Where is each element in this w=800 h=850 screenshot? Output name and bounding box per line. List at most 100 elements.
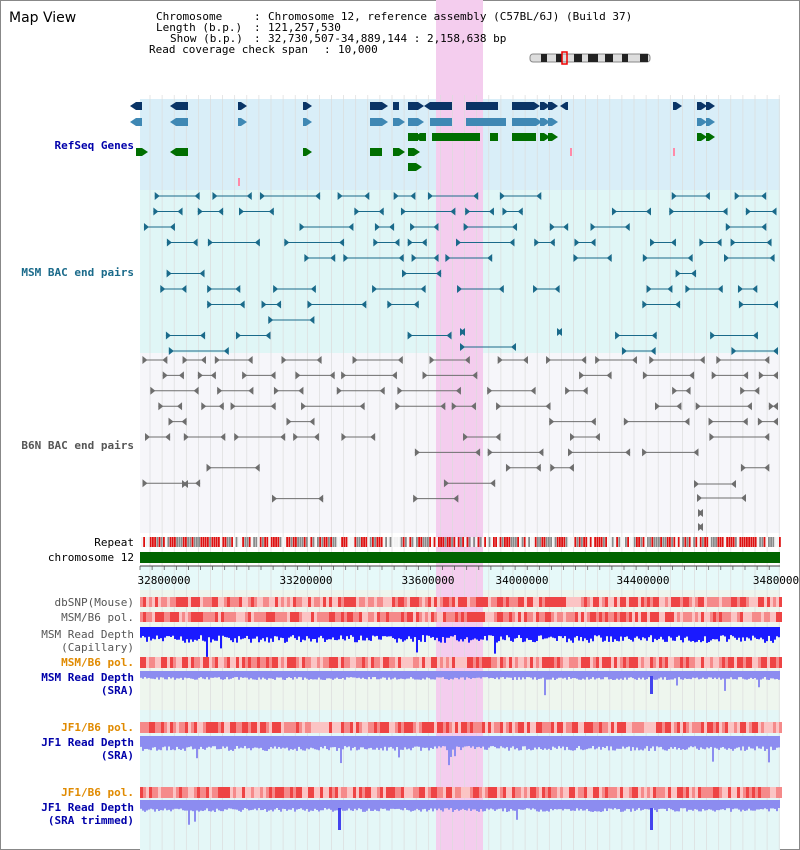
depth-bar xyxy=(764,671,766,678)
depth-bar xyxy=(672,736,674,749)
heat-cell xyxy=(464,612,467,622)
repeat-element xyxy=(691,537,693,547)
heat-cell xyxy=(428,597,431,607)
heat-cell xyxy=(440,612,443,622)
depth-bar xyxy=(454,800,456,811)
depth-bar xyxy=(606,800,608,812)
heat-cell xyxy=(767,597,770,607)
heat-cell xyxy=(191,787,194,798)
depth-bar xyxy=(508,800,510,812)
depth-bar xyxy=(562,671,564,679)
depth-bar xyxy=(276,800,278,809)
depth-bar xyxy=(144,671,146,678)
depth-bar xyxy=(660,736,662,747)
bac-end-marker xyxy=(675,300,681,309)
heat-cell xyxy=(521,657,524,668)
repeat-element xyxy=(455,537,458,547)
track-label-jf1-b6-pol-2[interactable]: JF1/B6 pol. xyxy=(61,786,134,799)
depth-bar xyxy=(550,736,552,751)
depth-bar xyxy=(192,800,194,812)
repeat-element xyxy=(625,537,627,547)
heat-cell xyxy=(683,657,686,668)
heat-cell xyxy=(290,787,293,798)
depth-bar xyxy=(492,671,494,679)
track-label-msm-b6-pol[interactable]: MSM/B6 pol. xyxy=(61,611,134,624)
heat-cell xyxy=(692,597,695,607)
depth-bar xyxy=(416,736,418,747)
depth-bar xyxy=(678,736,680,749)
depth-bar xyxy=(268,627,270,643)
heat-cell xyxy=(476,722,479,733)
depth-bar xyxy=(160,627,162,639)
heat-cell xyxy=(668,597,671,607)
heat-cell xyxy=(746,597,749,607)
depth-bar xyxy=(774,627,776,640)
depth-bar xyxy=(228,800,230,809)
bac-end-marker xyxy=(487,448,493,457)
heat-cell xyxy=(311,612,314,622)
track-label-msm-read-depth-sra[interactable]: MSM Read Depth xyxy=(41,671,134,684)
repeat-element xyxy=(702,537,704,547)
track-label-chromosome[interactable]: chromosome 12 xyxy=(47,551,134,564)
depth-bar xyxy=(474,671,476,679)
track-label-dbsnp-mouse[interactable]: dbSNP(Mouse) xyxy=(54,596,134,609)
depth-bar xyxy=(362,627,364,641)
heat-cell xyxy=(347,612,350,622)
depth-bar xyxy=(648,671,650,678)
heat-cell xyxy=(410,722,413,733)
repeat-element xyxy=(284,537,286,547)
heat-cell xyxy=(191,597,194,607)
depth-bar xyxy=(596,736,598,749)
heat-cell xyxy=(470,657,473,668)
heat-cell xyxy=(320,612,323,622)
heat-cell xyxy=(515,597,518,607)
track-label-msm-b6-pol-sra[interactable]: MSM/B6 pol. xyxy=(61,656,134,669)
depth-bar xyxy=(650,736,652,749)
heat-cell xyxy=(278,597,281,607)
depth-bar xyxy=(532,671,534,680)
track-label-msm-read-depth-capillary[interactable]: MSM Read Depth xyxy=(41,628,134,641)
heat-cell xyxy=(170,722,173,733)
heat-cell xyxy=(149,722,152,733)
depth-bar xyxy=(144,627,146,638)
track-label-jf1-read-depth-trimmed[interactable]: JF1 Read Depth xyxy=(41,801,134,814)
depth-bar xyxy=(692,800,694,811)
track-label-jf1-b6-pol[interactable]: JF1/B6 pol. xyxy=(61,721,134,734)
track-label-repeat[interactable]: Repeat xyxy=(94,536,134,549)
repeat-element xyxy=(270,537,273,547)
track-label-msm-bac-end-pairs[interactable]: MSM BAC end pairs xyxy=(21,266,134,279)
depth-bar xyxy=(556,627,558,641)
heat-cell xyxy=(263,657,266,668)
repeat-element xyxy=(240,537,242,547)
depth-bar xyxy=(332,627,334,638)
depth-bar xyxy=(498,671,500,680)
heat-cell xyxy=(470,787,473,798)
depth-bar xyxy=(414,800,416,811)
depth-bar xyxy=(582,736,584,751)
heat-cell xyxy=(263,722,266,733)
track-label-jf1-read-depth-sra[interactable]: JF1 Read Depth xyxy=(41,736,134,749)
depth-bar xyxy=(196,671,198,680)
heat-cell xyxy=(473,597,476,607)
heat-cell xyxy=(644,597,647,607)
depth-bar xyxy=(598,736,600,747)
repeat-element xyxy=(713,537,715,547)
heat-cell xyxy=(227,787,230,798)
heat-cell xyxy=(269,722,272,733)
heat-cell xyxy=(224,722,227,733)
depth-bar xyxy=(152,736,154,748)
depth-bar xyxy=(592,627,594,642)
track-label-refseq-genes[interactable]: RefSeq Genes xyxy=(54,139,134,152)
track-label-b6n-bac-end-pairs[interactable]: B6N BAC end pairs xyxy=(21,439,134,452)
depth-bar xyxy=(468,671,470,679)
repeat-element xyxy=(763,537,766,547)
depth-bar xyxy=(148,671,150,678)
depth-bar xyxy=(448,800,450,810)
depth-bar xyxy=(534,627,536,643)
heat-cell xyxy=(143,722,146,733)
repeat-element xyxy=(224,537,227,547)
heat-cell xyxy=(308,597,311,607)
bac-end-marker xyxy=(457,285,463,293)
depth-bar xyxy=(484,671,486,678)
